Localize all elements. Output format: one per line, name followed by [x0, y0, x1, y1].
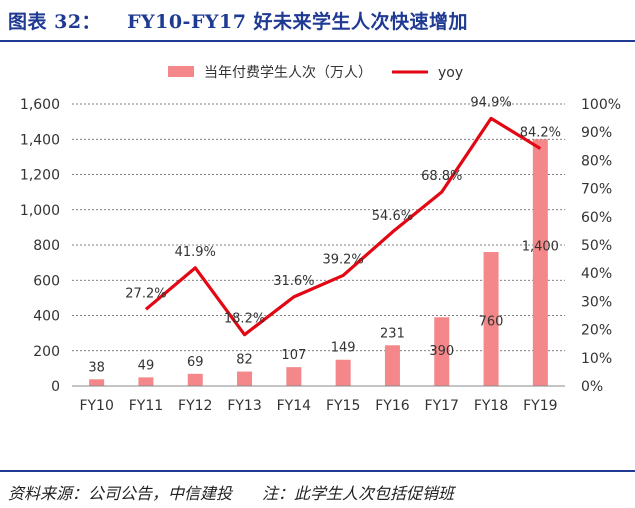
- yoy-value-label: 39.2%: [322, 252, 363, 267]
- y-right-tick-label: 60%: [581, 210, 612, 226]
- chart: 当年付费学生人次（万人） yoy 0 200 400 600 800 1,000 1,200 1…: [20, 65, 621, 414]
- bar-value-label: 69: [187, 355, 204, 370]
- bar: [138, 377, 154, 386]
- yoy-value-label: 94.9%: [470, 95, 511, 110]
- y-axis-left: 0 200 400 600 800 1,000 1,200 1,400 1,600: [20, 97, 60, 395]
- bar: [237, 371, 253, 386]
- bar-value-label: 38: [88, 360, 105, 375]
- yoy-value-label: 31.6%: [273, 274, 314, 289]
- bar-value-label: 1,400: [522, 239, 559, 254]
- figure-header: 图表 32： FY10-FY17 好未来学生人次快速增加: [0, 0, 635, 42]
- yoy-value-label: 54.6%: [372, 209, 413, 224]
- bar: [89, 379, 105, 386]
- y-right-tick-label: 20%: [581, 323, 612, 339]
- note-text: 注：此学生人次包括促销班: [262, 484, 455, 503]
- x-tick-label: FY12: [178, 398, 212, 414]
- x-tick-label: FY15: [326, 398, 360, 414]
- y-right-tick-label: 70%: [581, 182, 612, 198]
- bar-value-label: 390: [429, 344, 454, 359]
- y-left-tick-label: 1,200: [20, 168, 60, 184]
- y-right-tick-label: 90%: [581, 125, 612, 141]
- bar: [384, 345, 400, 386]
- y-right-tick-label: 40%: [581, 266, 612, 282]
- y-left-tick-label: 1,600: [20, 97, 60, 113]
- y-right-tick-label: 10%: [581, 351, 612, 367]
- bar-value-label: 149: [331, 341, 356, 356]
- y-left-tick-label: 800: [33, 238, 60, 254]
- y-left-tick-label: 1,400: [20, 132, 60, 148]
- source-text: 资料来源：公司公告，中信建投: [8, 484, 233, 503]
- legend-bar-label: 当年付费学生人次（万人）: [204, 65, 372, 81]
- y-left-tick-label: 200: [33, 344, 60, 360]
- legend-line-label: yoy: [438, 65, 463, 81]
- yoy-value-label: 84.2%: [520, 126, 561, 141]
- x-tick-label: FY18: [474, 398, 508, 414]
- yoy-value-label: 18.2%: [224, 312, 265, 327]
- bar-value-label: 82: [236, 353, 253, 368]
- x-tick-label: FY11: [129, 398, 163, 414]
- bar: [483, 252, 499, 386]
- line-labels: 27.2% 41.9% 18.2% 31.6% 39.2% 54.6% 68.8% 94.9%…: [125, 95, 561, 326]
- figure-label: 图表 32：: [8, 11, 102, 33]
- y-right-tick-label: 0%: [581, 379, 603, 395]
- x-tick-label: FY10: [79, 398, 113, 414]
- bar-value-label: 760: [479, 315, 504, 330]
- y-left-tick-label: 600: [33, 273, 60, 289]
- figure-footer: 资料来源：公司公告，中信建投 注：此学生人次包括促销班: [0, 470, 635, 508]
- bar: [532, 139, 548, 386]
- bar: [335, 359, 351, 386]
- yoy-line: [144, 116, 542, 337]
- y-left-tick-label: 0: [51, 379, 60, 395]
- bar-value-label: 49: [138, 358, 155, 373]
- bar-labels: 38 49 69 82 107 149 231 390 760 1,400: [88, 239, 559, 375]
- yoy-value-label: 68.8%: [421, 169, 462, 184]
- source-line: 资料来源：公司公告，中信建投 注：此学生人次包括促销班: [8, 480, 454, 504]
- bar-value-label: 107: [281, 348, 306, 363]
- legend: 当年付费学生人次（万人） yoy: [168, 65, 463, 81]
- x-axis: FY10 FY11 FY12 FY13 FY14 FY15 FY16 FY17 FY18 FY19: [72, 385, 565, 414]
- bar: [434, 317, 450, 386]
- x-tick-label: FY13: [227, 398, 261, 414]
- figure-title: 图表 32： FY10-FY17 好未来学生人次快速增加: [8, 7, 468, 34]
- x-tick-label: FY17: [425, 398, 459, 414]
- y-right-tick-label: 50%: [581, 238, 612, 254]
- x-tick-label: FY16: [375, 398, 410, 414]
- y-left-tick-label: 1,000: [20, 203, 60, 219]
- y-axis-right: 0% 10% 20% 30% 40% 50% 60% 70% 80% 90% 100%: [581, 97, 621, 395]
- yoy-value-label: 41.9%: [175, 245, 216, 260]
- y-left-tick-label: 400: [33, 309, 60, 325]
- figure-title-text: FY10-FY17 好未来学生人次快速增加: [127, 11, 469, 33]
- bar-series: [89, 139, 548, 386]
- bar: [187, 373, 203, 386]
- bar-value-label: 231: [380, 326, 405, 341]
- y-right-tick-label: 30%: [581, 294, 612, 310]
- legend-bar-swatch: [168, 66, 194, 77]
- yoy-value-label: 27.2%: [125, 286, 166, 301]
- x-tick-label: FY14: [277, 398, 312, 414]
- y-right-tick-label: 100%: [581, 97, 621, 113]
- bar: [286, 367, 302, 386]
- line-series: [144, 116, 542, 337]
- x-tick-label: FY19: [523, 398, 557, 414]
- y-right-tick-label: 80%: [581, 153, 612, 169]
